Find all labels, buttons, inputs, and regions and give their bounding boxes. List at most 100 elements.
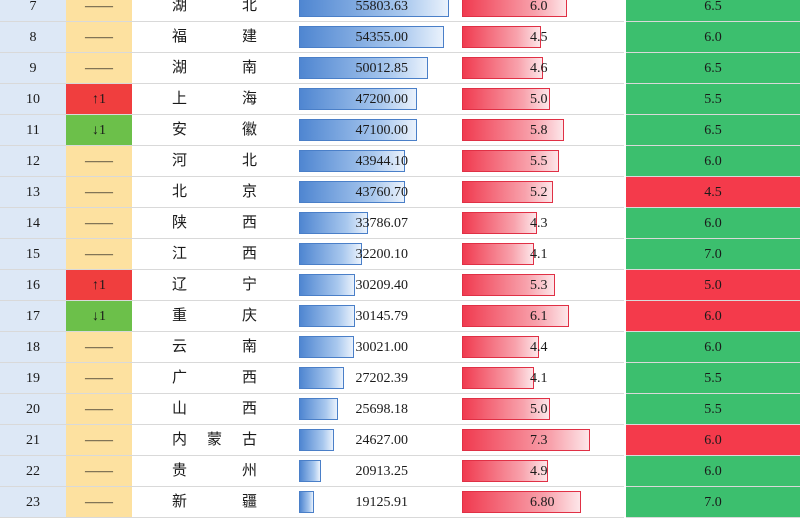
growth-value: 7.3 xyxy=(530,433,548,448)
province-name-cell: 云南 xyxy=(132,332,297,363)
growth-value: 5.0 xyxy=(530,92,548,107)
gdp-cell: 27202.39 xyxy=(297,363,460,394)
growth-cell: 6.1 xyxy=(460,301,624,332)
growth-target-cell: 7.0 xyxy=(626,487,800,518)
gdp-cell: 55803.63 xyxy=(297,0,460,22)
province-name-char: 蒙 xyxy=(207,432,223,448)
rank-cell: 20 xyxy=(0,394,66,425)
province-name-char: 南 xyxy=(242,60,258,76)
rank-cell: 22 xyxy=(0,456,66,487)
growth-value: 4.1 xyxy=(530,247,548,262)
province-name-char: 京 xyxy=(242,184,258,200)
province-name-char: 西 xyxy=(242,370,258,386)
gdp-value: 43760.70 xyxy=(355,185,409,200)
province-name-char: 南 xyxy=(242,339,258,355)
province-name-char: 湖 xyxy=(172,60,188,76)
gdp-value: 24627.00 xyxy=(355,433,409,448)
growth-value: 4.9 xyxy=(530,464,548,479)
gdp-bar xyxy=(299,336,354,358)
province-name-char: 西 xyxy=(242,246,258,262)
gdp-value: 30021.00 xyxy=(355,340,409,355)
growth-value: 4.3 xyxy=(530,216,548,231)
growth-bar xyxy=(462,88,550,110)
growth-value: 5.8 xyxy=(530,123,548,138)
growth-bar xyxy=(462,305,569,327)
rank-cell: 14 xyxy=(0,208,66,239)
gdp-cell: 54355.00 xyxy=(297,22,460,53)
province-name-cell: 重庆 xyxy=(132,301,297,332)
growth-target-cell: 6.5 xyxy=(626,0,800,22)
growth-value: 6.0 xyxy=(530,0,548,14)
province-name-cell: 山西 xyxy=(132,394,297,425)
growth-cell: 6.0 xyxy=(460,0,624,22)
province-name-cell: 陕西 xyxy=(132,208,297,239)
growth-cell: 4.9 xyxy=(460,456,624,487)
gdp-cell: 43944.10 xyxy=(297,146,460,177)
province-name-cell: 新疆 xyxy=(132,487,297,518)
province-name-char: 疆 xyxy=(242,494,258,510)
province-name-char: 上 xyxy=(172,91,188,107)
growth-bar xyxy=(462,26,541,48)
rank-cell: 23 xyxy=(0,487,66,518)
gdp-bar xyxy=(299,57,428,79)
rank-change-cell: —— xyxy=(66,425,132,456)
table-row: 10 ↑1 上海 47200.00 5.0 5.5 xyxy=(0,84,800,115)
province-name-char: 陕 xyxy=(172,215,188,231)
growth-cell: 6.80 xyxy=(460,487,624,518)
province-name-char: 宁 xyxy=(242,277,258,293)
growth-value: 4.4 xyxy=(530,340,548,355)
table-row: 16 ↑1 辽宁 30209.40 5.3 5.0 xyxy=(0,270,800,301)
growth-bar xyxy=(462,274,555,296)
rank-change-cell: ↓1 xyxy=(66,301,132,332)
growth-target-cell: 6.0 xyxy=(626,22,800,53)
province-name-cell: 上海 xyxy=(132,84,297,115)
growth-cell: 4.6 xyxy=(460,53,624,84)
growth-value: 4.6 xyxy=(530,61,548,76)
rank-change-cell: —— xyxy=(66,208,132,239)
province-name-cell: 北京 xyxy=(132,177,297,208)
growth-value: 5.5 xyxy=(530,154,548,169)
province-name-char: 海 xyxy=(242,91,258,107)
growth-cell: 7.3 xyxy=(460,425,624,456)
growth-bar xyxy=(462,460,548,482)
gdp-cell: 25698.18 xyxy=(297,394,460,425)
growth-cell: 5.2 xyxy=(460,177,624,208)
province-name-char: 州 xyxy=(242,463,258,479)
growth-target-cell: 5.5 xyxy=(626,394,800,425)
province-name-char: 北 xyxy=(242,0,258,14)
province-name-char: 福 xyxy=(172,29,188,45)
gdp-value: 25698.18 xyxy=(355,402,409,417)
growth-bar xyxy=(462,57,543,79)
growth-cell: 5.0 xyxy=(460,394,624,425)
gdp-bar xyxy=(299,460,321,482)
rank-cell: 21 xyxy=(0,425,66,456)
gdp-value: 47100.00 xyxy=(355,123,409,138)
table-row: 15 —— 江西 32200.10 4.1 7.0 xyxy=(0,239,800,270)
growth-cell: 5.3 xyxy=(460,270,624,301)
column-divider xyxy=(624,0,626,500)
growth-cell: 4.1 xyxy=(460,363,624,394)
growth-target-cell: 6.5 xyxy=(626,53,800,84)
province-name-char: 山 xyxy=(172,401,188,417)
gdp-bar xyxy=(299,88,417,110)
gdp-value: 27202.39 xyxy=(355,371,409,386)
growth-value: 4.5 xyxy=(530,30,548,45)
gdp-bar xyxy=(299,212,368,234)
gdp-bar xyxy=(299,26,444,48)
growth-cell: 4.5 xyxy=(460,22,624,53)
gdp-cell: 30209.40 xyxy=(297,270,460,301)
growth-target-cell: 7.0 xyxy=(626,239,800,270)
province-name-cell: 内蒙古 xyxy=(132,425,297,456)
gdp-bar xyxy=(299,429,334,451)
rank-cell: 15 xyxy=(0,239,66,270)
growth-bar xyxy=(462,367,534,389)
rank-cell: 13 xyxy=(0,177,66,208)
rank-cell: 10 xyxy=(0,84,66,115)
table-row: 18 —— 云南 30021.00 4.4 6.0 xyxy=(0,332,800,363)
province-name-char: 湖 xyxy=(172,0,188,14)
table-row: 9 —— 湖南 50012.85 4.6 6.5 xyxy=(0,53,800,84)
gdp-bar xyxy=(299,243,362,265)
gdp-cell: 43760.70 xyxy=(297,177,460,208)
table-row: 21 —— 内 蒙 古 24627.00 7.3 6.0 xyxy=(0,425,800,456)
province-name-char: 安 xyxy=(172,122,188,138)
